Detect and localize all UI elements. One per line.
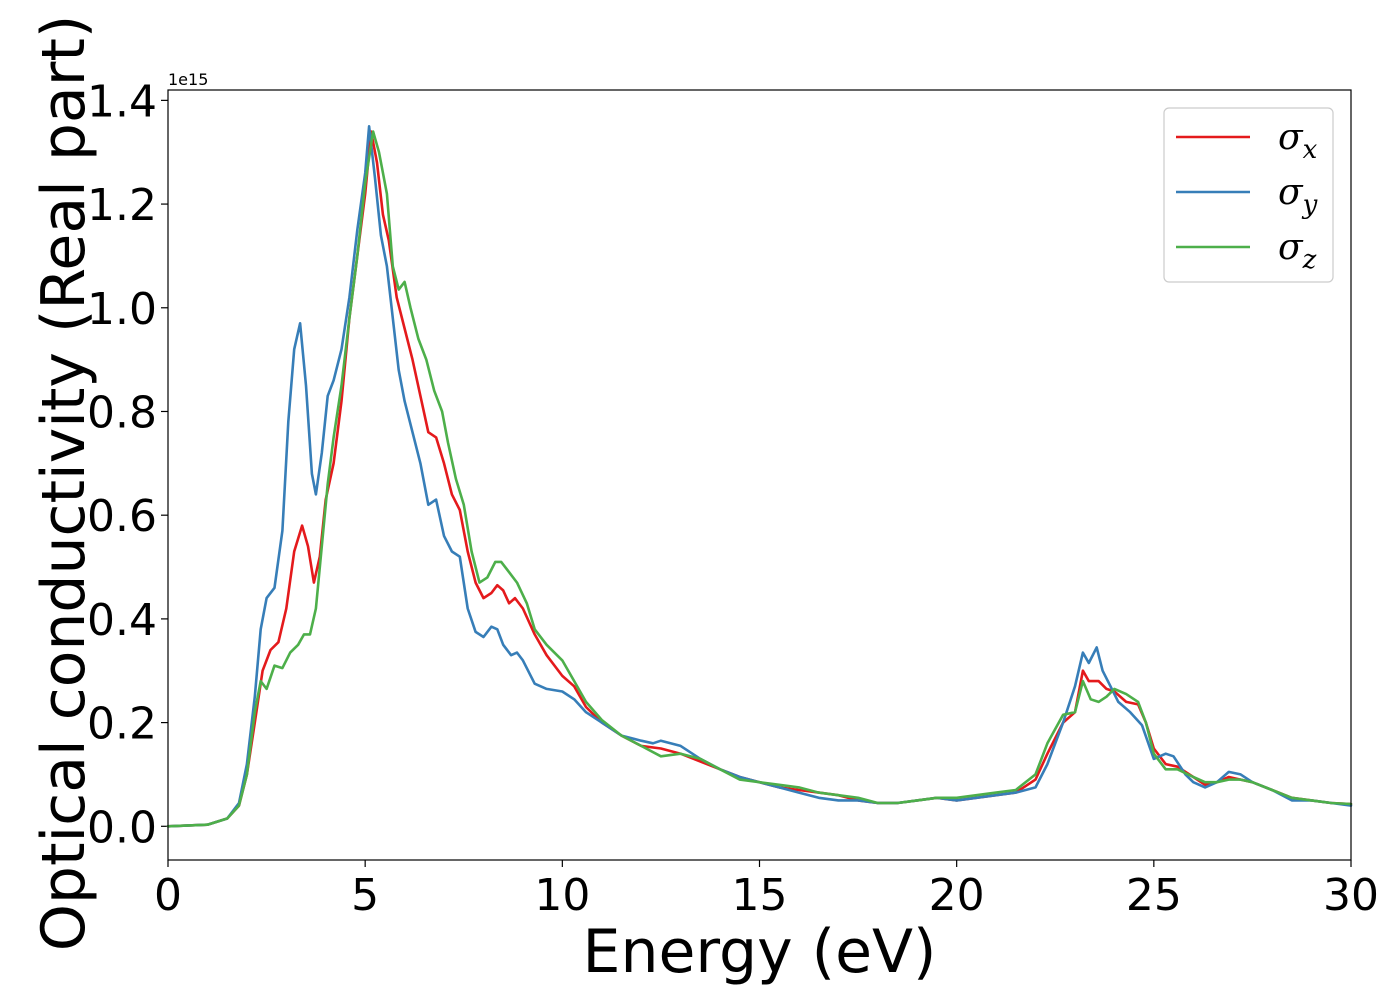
x-tick-label: 10 (534, 870, 590, 921)
legend-label: σy (1278, 172, 1318, 220)
y-tick-label: 0.8 (87, 387, 157, 438)
y-axis-offset-label: 1e15 (168, 70, 208, 89)
series-lines (166, 125, 1353, 828)
x-axis-ticks: 0 5 10 15 20 25 30 (154, 860, 1379, 921)
y-tick-label: 1.2 (87, 180, 157, 231)
x-tick-label: 0 (154, 870, 182, 921)
x-tick-label: 15 (732, 870, 788, 921)
legend-label: σz (1278, 227, 1317, 275)
y-axis-label: Optical conductivity (Real part) (29, 15, 99, 952)
x-axis-label: Energy (eV) (583, 917, 937, 987)
series-line-2 (166, 125, 1353, 828)
x-tick-label: 20 (929, 870, 985, 921)
y-tick-label: 0.0 (87, 802, 157, 853)
y-tick-label: 1.0 (87, 284, 157, 335)
y-tick-label: 1.4 (87, 76, 157, 127)
plot-frame (167, 89, 1352, 861)
x-tick-label: 25 (1126, 870, 1182, 921)
legend-box (1163, 107, 1334, 283)
y-tick-label: 0.4 (87, 595, 157, 646)
x-tick-label: 5 (351, 870, 379, 921)
series-line-1 (166, 130, 1353, 828)
y-axis-ticks: 0.0 0.2 0.4 0.6 0.8 1.0 1.2 1.4 (87, 76, 168, 853)
y-tick-label: 0.6 (87, 491, 157, 542)
y-tick-label: 0.2 (87, 699, 157, 750)
x-tick-label: 30 (1323, 870, 1379, 921)
series-line-3 (166, 130, 1353, 828)
